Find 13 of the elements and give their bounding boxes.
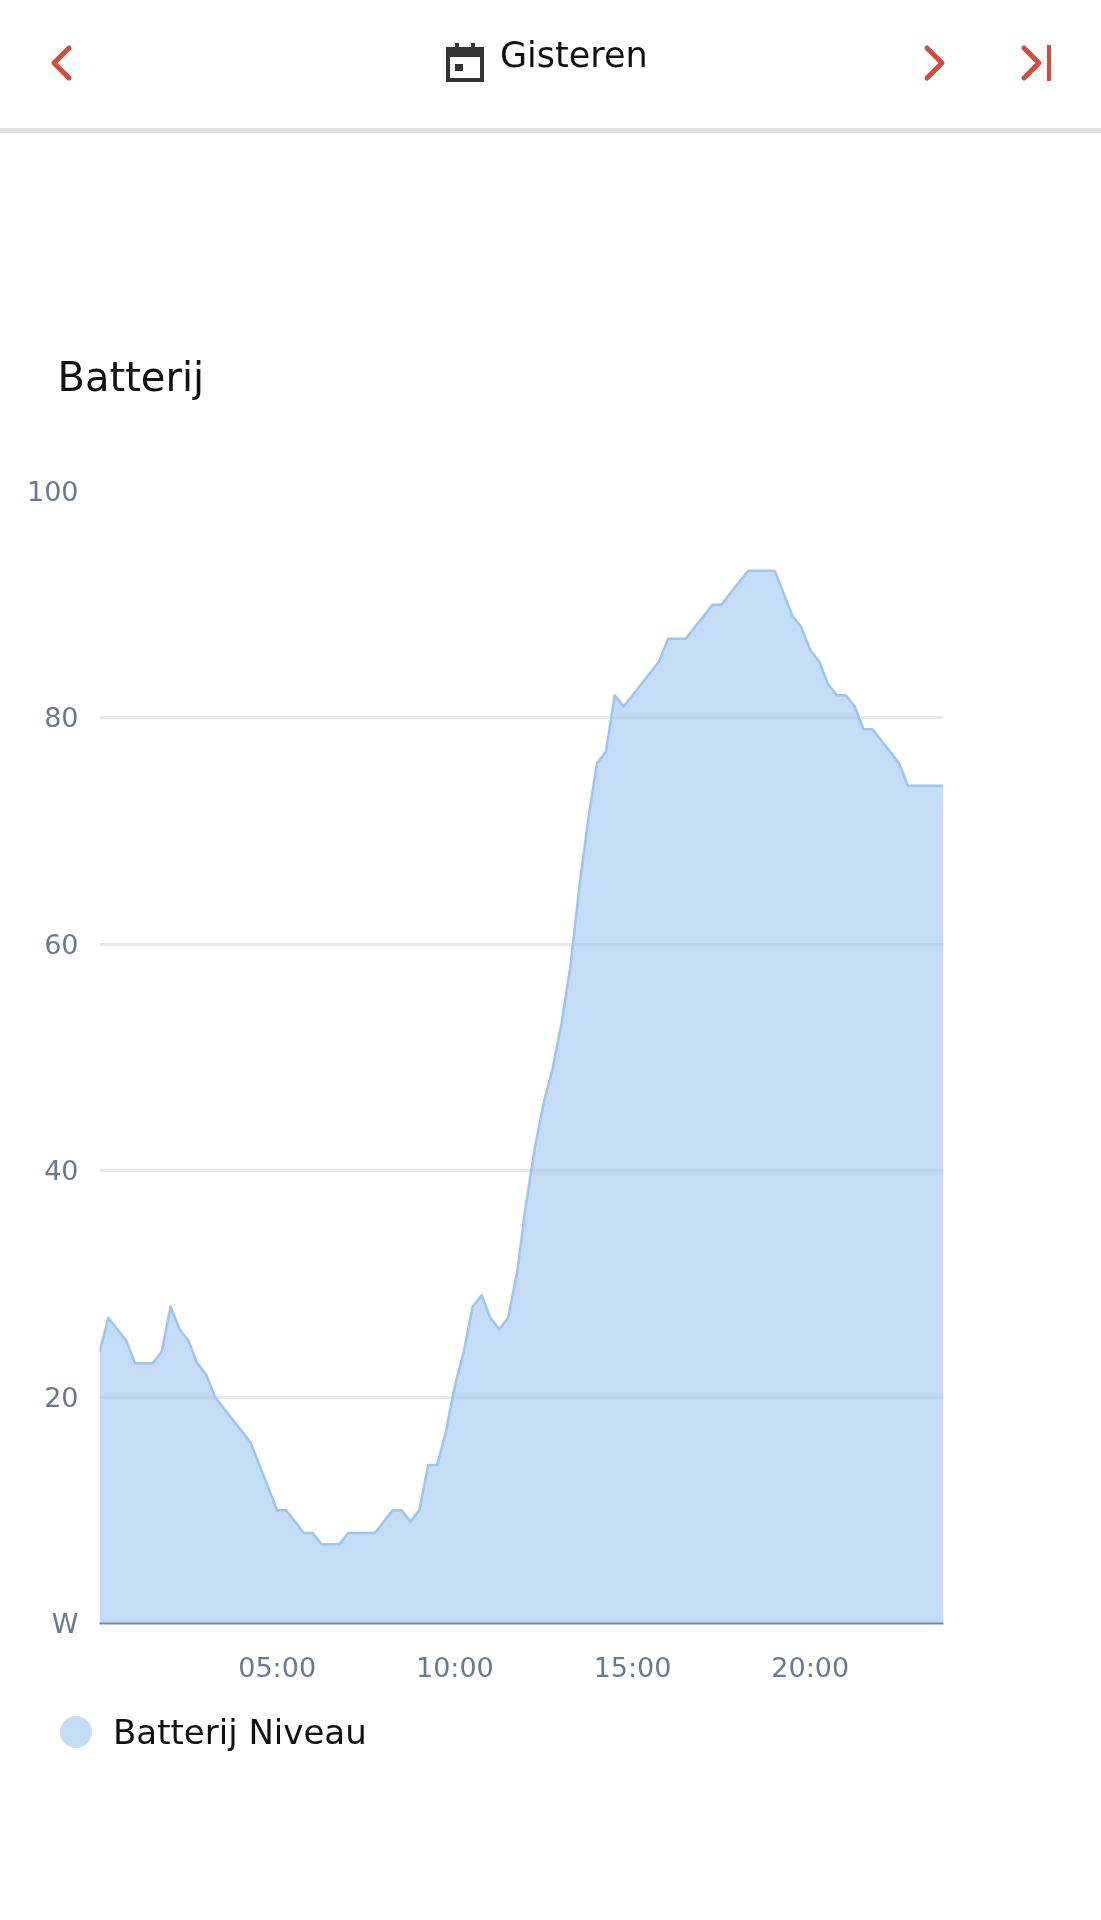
chart-title: Batterij — [57, 353, 205, 400]
x-tick-label: 20:00 — [771, 1651, 850, 1683]
legend-label: Batterij Niveau — [113, 1711, 367, 1753]
y-tick-label: 80 — [44, 702, 79, 734]
y-tick-label: 40 — [44, 1155, 79, 1187]
x-tick-label: 05:00 — [238, 1651, 317, 1683]
y-tick-label: 100 — [26, 476, 79, 507]
y-tick-label: W — [51, 1608, 79, 1639]
y-tick-label: 60 — [44, 928, 79, 960]
x-tick-label: 15:00 — [593, 1651, 672, 1683]
text: Gisteren — [500, 34, 648, 76]
y-tick-label: 20 — [44, 1381, 79, 1413]
x-tick-label: 10:00 — [415, 1651, 494, 1683]
